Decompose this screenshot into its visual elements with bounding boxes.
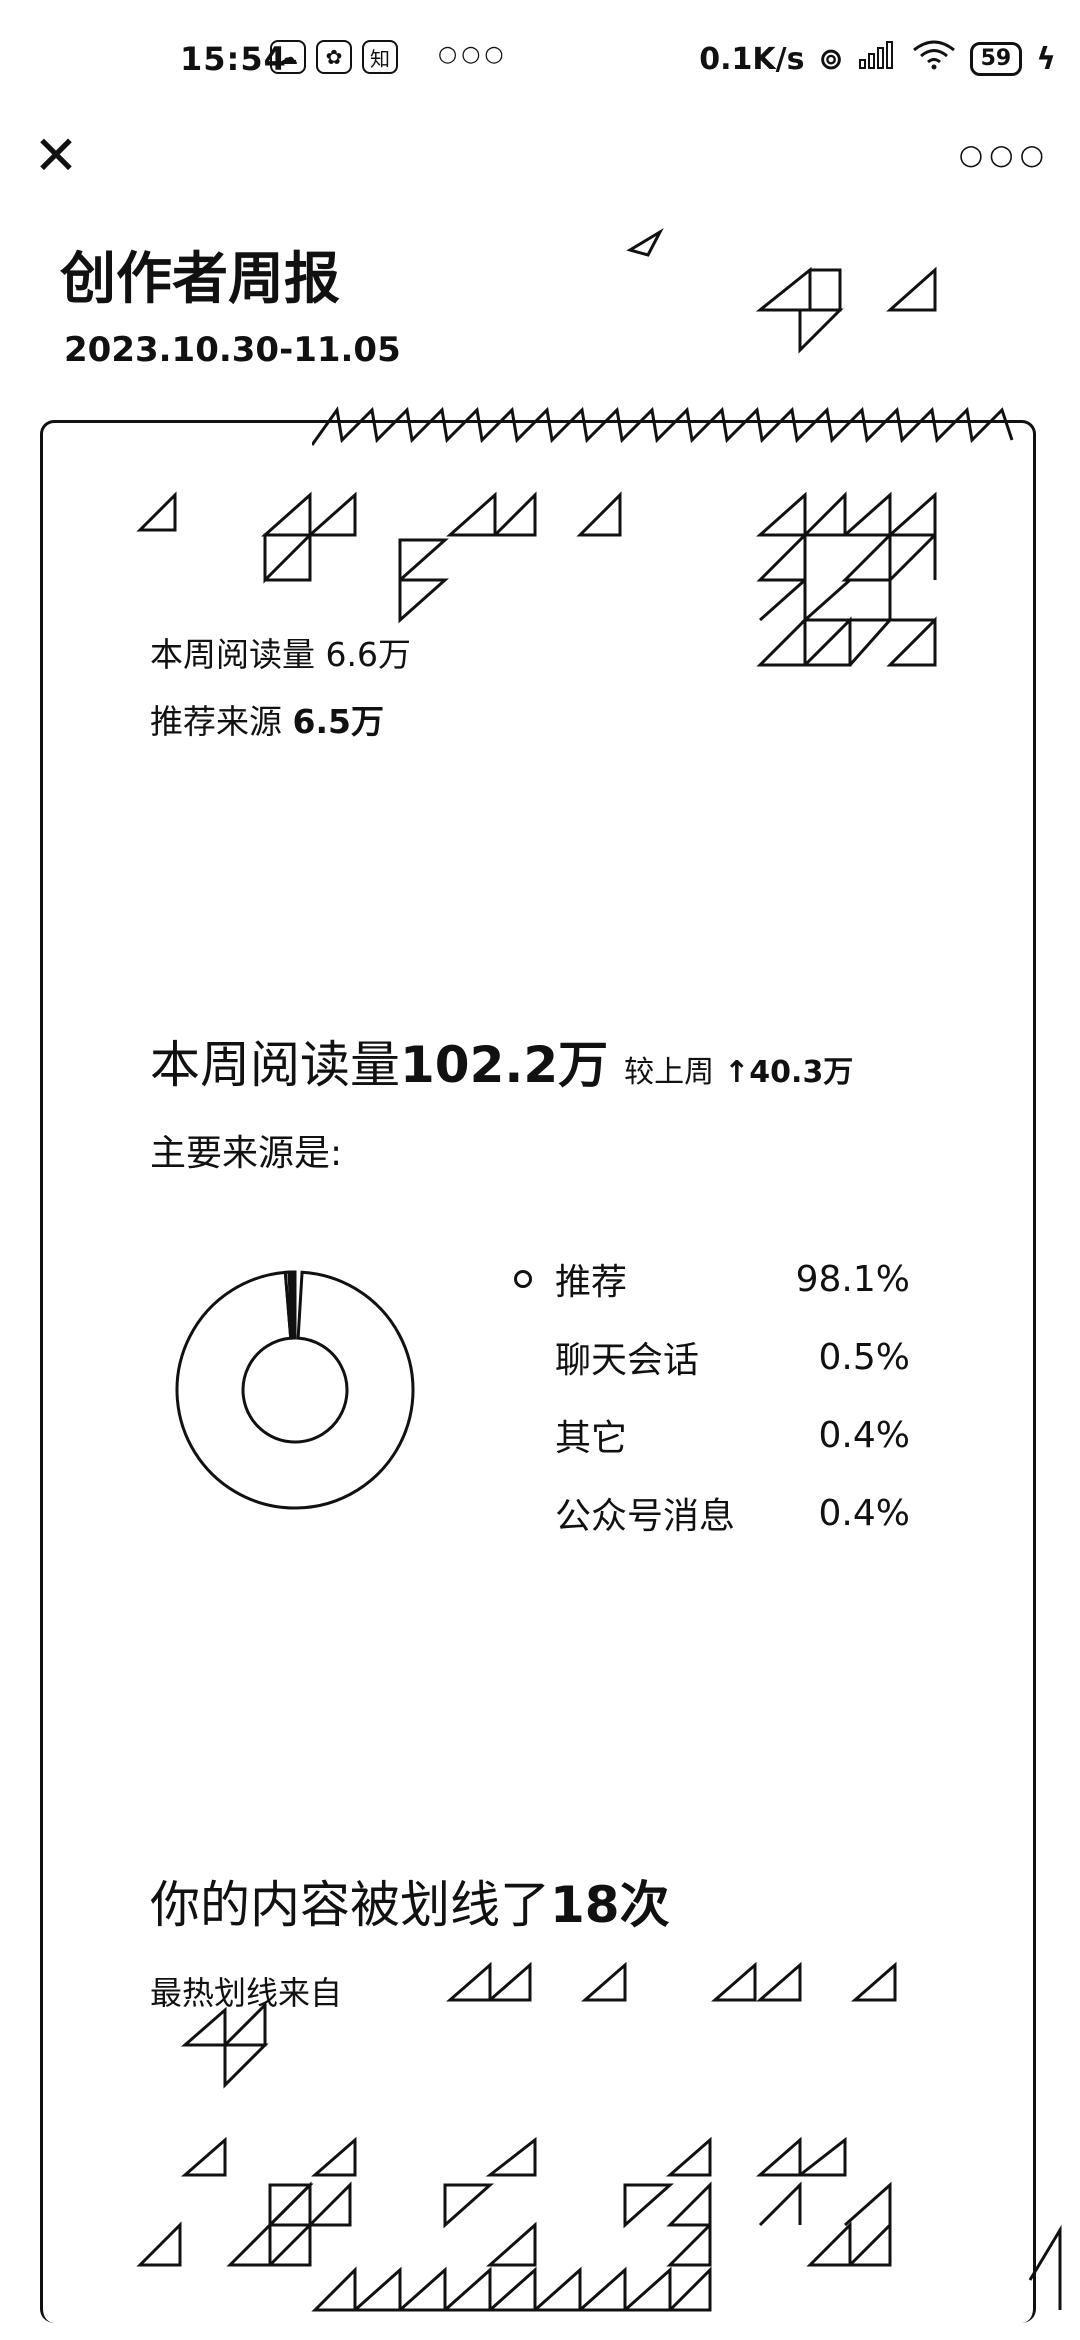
week-reads-summary: 本周阅读量 6.6万	[150, 628, 411, 676]
recommend-summary: 推荐来源 6.5万	[150, 695, 384, 743]
reads-delta: ↑40.3万	[724, 1055, 854, 1090]
paw-icon: ✿	[316, 40, 352, 74]
battery-icon: 59	[969, 42, 1023, 76]
legend-value: 0.5%	[818, 1336, 910, 1378]
legend-label: 聊天会话	[555, 1340, 700, 1381]
wifi-icon	[912, 40, 956, 78]
source-label: 主要来源是:	[150, 1133, 343, 1174]
date-range: 2023.10.30-11.05	[64, 330, 401, 370]
close-icon: ✕	[33, 124, 79, 187]
status-bar: 15:54 ☁ ✿ 知 ○○○ 0.1K/s ⊚ 59 ϟ	[0, 0, 1080, 110]
legend-item: 其它 0.4%	[510, 1396, 910, 1474]
underline-title-prefix: 你的内容被划线了	[150, 1876, 550, 1934]
underline-count: 18次	[550, 1876, 670, 1934]
cloud-icon: ☁	[270, 40, 306, 74]
close-button[interactable]: ✕	[28, 128, 84, 184]
source-legend: 推荐 98.1% 聊天会话 0.5% 其它 0.4% 公众号消息 0.4%	[510, 1240, 910, 1552]
reads-title-prefix: 本周阅读量	[150, 1036, 400, 1094]
status-right-icons: 0.1K/s ⊚ 59 ϟ	[699, 40, 1056, 78]
source-donut-chart	[175, 1270, 415, 1510]
legend-item: 聊天会话 0.5%	[510, 1318, 910, 1396]
compare-label: 较上周	[624, 1055, 715, 1090]
legend-value: 0.4%	[818, 1492, 910, 1534]
legend-dot-icon	[514, 1270, 532, 1288]
charging-icon: ϟ	[1036, 41, 1056, 77]
underline-subtitle: 最热划线来自	[150, 1974, 343, 2012]
recommend-label: 推荐来源	[150, 702, 282, 741]
week-reads-value: 6.6万	[325, 635, 411, 674]
card-zigzag-edge	[312, 406, 1014, 446]
status-left-icons: ☁ ✿ 知	[270, 40, 398, 74]
legend-value: 98.1%	[795, 1258, 910, 1300]
underline-heading: 你的内容被划线了18次	[150, 1865, 670, 1937]
legend-label: 推荐	[555, 1262, 628, 1303]
legend-item: 推荐 98.1%	[510, 1240, 910, 1318]
status-more-dots: ○○○	[438, 42, 508, 67]
legend-label: 其它	[555, 1418, 628, 1459]
recommend-value: 6.5万	[292, 702, 384, 741]
donut-slice-3	[290, 1270, 297, 1340]
zhihu-icon: 知	[362, 40, 398, 74]
legend-item: 公众号消息 0.4%	[510, 1474, 910, 1552]
signal-icon	[858, 40, 898, 78]
week-reads-label: 本周阅读量	[150, 635, 315, 674]
alarm-icon: ⊚	[818, 41, 844, 77]
legend-label: 公众号消息	[555, 1496, 736, 1537]
legend-value: 0.4%	[818, 1414, 910, 1456]
donut-slice-0	[175, 1270, 415, 1510]
report-card	[40, 420, 1036, 2323]
network-speed: 0.1K/s	[699, 41, 805, 77]
reads-heading: 本周阅读量 102.2万 较上周 ↑40.3万	[150, 1025, 853, 1097]
more-button[interactable]: ○○○	[959, 138, 1050, 171]
page-title: 创作者周报	[60, 247, 340, 312]
status-time: 15:54	[180, 40, 287, 78]
more-icon: ○○○	[958, 138, 1050, 171]
reads-total: 102.2万	[400, 1036, 609, 1094]
